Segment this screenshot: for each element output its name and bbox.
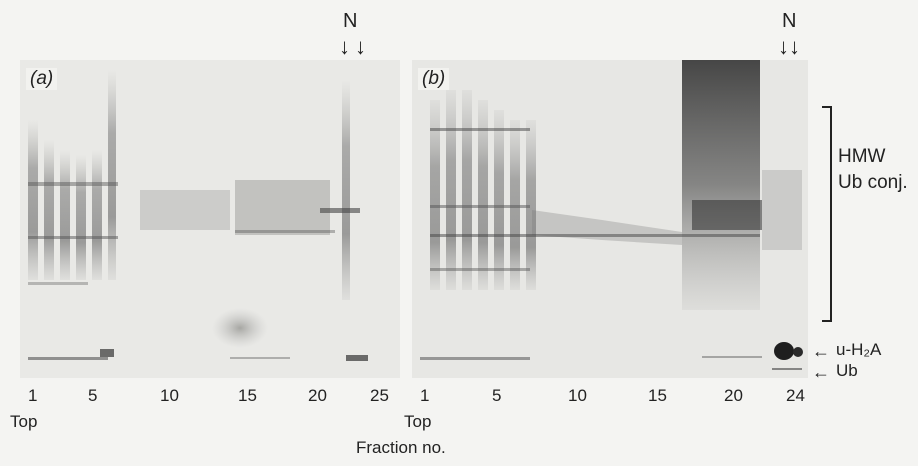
ub-arrow: ← xyxy=(812,362,830,382)
lane-number: 15 xyxy=(648,386,667,405)
lane-number: 1 xyxy=(28,386,38,405)
lane-number: 1 xyxy=(420,386,430,405)
panel-b-label: (b) xyxy=(418,68,450,90)
panel-a-arrow-2: ↓ xyxy=(355,34,366,59)
gel-image-a xyxy=(28,70,368,361)
panel-b-top-label: Top xyxy=(404,412,432,431)
lane-number: 20 xyxy=(724,386,743,405)
panel-b-arrow-1: ↓ xyxy=(778,34,789,59)
lane-number: 10 xyxy=(568,386,587,405)
lane-number: 25 xyxy=(370,386,389,405)
panel-b-arrow-2: ↓ xyxy=(789,34,800,59)
ub-label: Ub xyxy=(836,361,858,380)
lane-number: 20 xyxy=(308,386,327,405)
lane-number: 15 xyxy=(238,386,257,405)
uh2a-arrow: ← xyxy=(812,341,830,361)
uh2a-label: u-H₂A xyxy=(836,340,882,359)
hmw-bracket xyxy=(822,106,832,322)
hmw-label: HMW xyxy=(838,146,886,167)
panel-a-n-marker: N xyxy=(343,10,358,32)
gel-panel-b: (b) xyxy=(412,60,808,378)
lane-number: 5 xyxy=(88,386,98,405)
ub-conj-label: Ub conj. xyxy=(838,172,908,193)
gel-panel-a: (a) xyxy=(20,60,400,378)
panel-a-arrow-1: ↓ xyxy=(339,34,350,59)
panel-b-n-marker: N xyxy=(782,10,797,32)
x-axis-label: Fraction no. xyxy=(356,438,446,457)
lane-number: 10 xyxy=(160,386,179,405)
panel-a-top-label: Top xyxy=(10,412,38,431)
panel-a-label: (a) xyxy=(26,68,58,90)
lane-number: 24 xyxy=(786,386,805,405)
gel-image-b xyxy=(420,60,803,370)
lane-number: 5 xyxy=(492,386,502,405)
